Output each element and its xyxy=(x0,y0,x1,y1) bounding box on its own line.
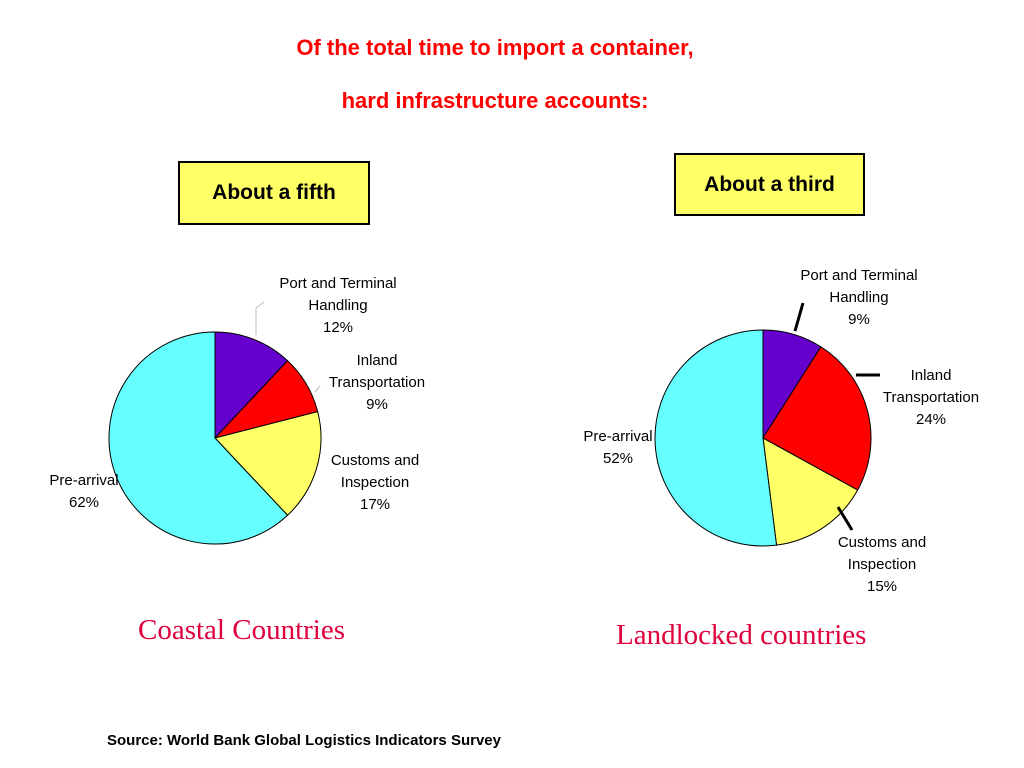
pie-slice-pre-arrival xyxy=(654,329,778,547)
callout-box-right: About a third xyxy=(674,153,865,216)
leader-line-customs-inspection xyxy=(836,506,854,531)
slice-label-customs-inspection: Customs and Inspection 17% xyxy=(331,452,419,513)
title-line-2: hard infrastructure accounts: xyxy=(341,88,649,113)
pie-chart-coastal: Port and Terminal Handling 12% Inland Transp… xyxy=(49,275,425,545)
slice-label-inland-transport: Inland Transportation 24% xyxy=(883,367,979,428)
slice-label-port-terminal: Port and Terminal Handling 9% xyxy=(800,267,917,328)
callout-box-left: About a fifth xyxy=(178,161,370,225)
slice-label-customs-inspection: Customs and Inspection 15% xyxy=(838,534,926,595)
source-note: Source: World Bank Global Logistics Indi… xyxy=(107,732,501,749)
pie-slice-inland-transport xyxy=(762,346,872,491)
pie-chart-landlocked: Port and Terminal Handling 9% Inland Transpo… xyxy=(583,267,979,595)
title-line-1: Of the total time to import a container, xyxy=(296,35,694,60)
slice-label-port-terminal: Port and Terminal Handling 12% xyxy=(279,275,396,336)
chart-caption-landlocked: Landlocked countries xyxy=(616,619,867,651)
slice-label-inland-transport: Inland Transportation 9% xyxy=(329,352,425,413)
pie-slice-customs-inspection xyxy=(762,437,859,546)
slice-label-pre-arrival: Pre-arrival 62% xyxy=(49,472,118,511)
pie-slice-pre-arrival xyxy=(108,331,289,545)
leader-line-port-terminal xyxy=(793,302,805,332)
leader-line-port-terminal xyxy=(255,301,265,335)
slice-label-pre-arrival: Pre-arrival 52% xyxy=(583,428,652,467)
leader-line-inland-transport xyxy=(314,385,321,393)
chart-caption-coastal: Coastal Countries xyxy=(138,614,346,646)
pie-slice-customs-inspection xyxy=(214,411,322,516)
pie-slice-port-terminal xyxy=(214,331,289,440)
